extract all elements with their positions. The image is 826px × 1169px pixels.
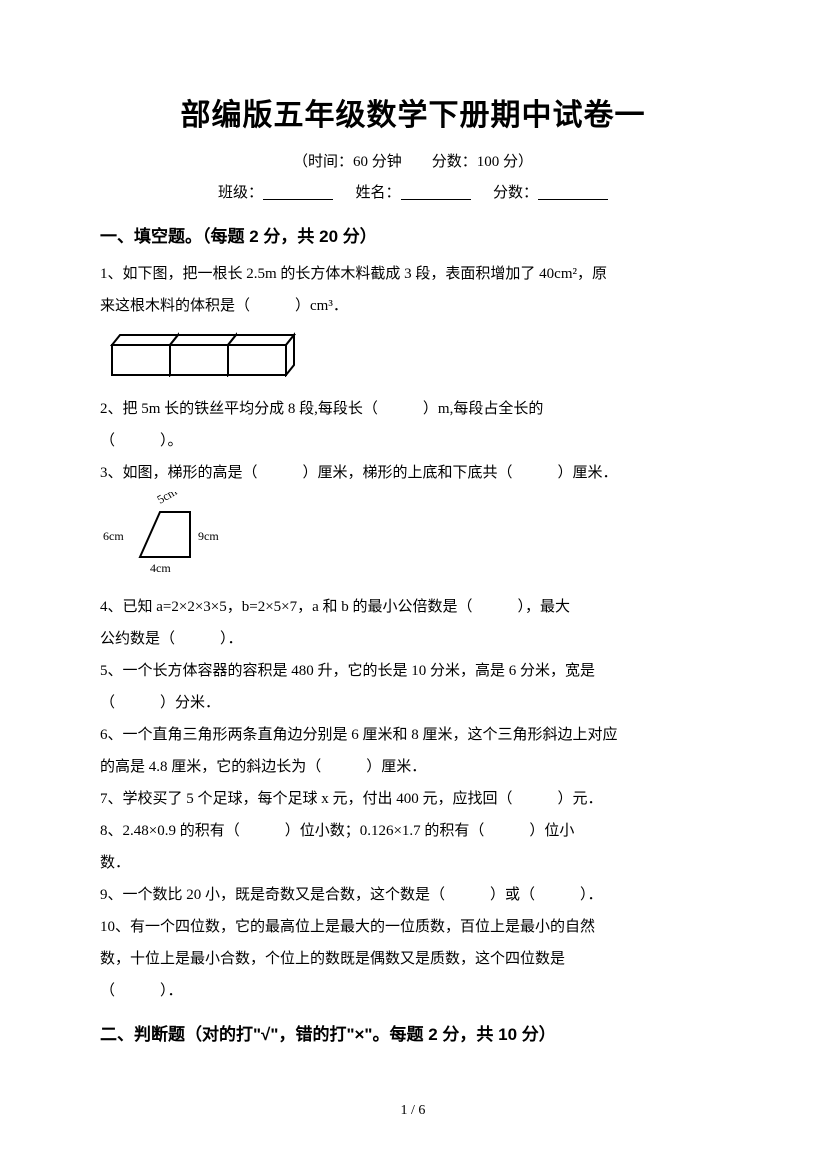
figure-trapezoid: 5cm 6cm 9cm 4cm xyxy=(100,492,726,582)
section2-head: 二、判断题（对的打"√"，错的打"×"。每题 2 分，共 10 分） xyxy=(100,1020,726,1045)
q9-line1: 9、一个数比 20 小，既是奇数又是合数，这个数是（ ）或（ ）． xyxy=(100,880,726,910)
class-blank xyxy=(263,199,333,200)
figure-cuboid-row xyxy=(100,327,726,382)
name-label: 姓名： xyxy=(355,185,400,201)
label-5cm: 5cm xyxy=(155,492,180,507)
q8-line2: 数． xyxy=(100,848,726,878)
name-blank xyxy=(401,199,471,200)
page-title: 部编版五年级数学下册期中试卷一 xyxy=(100,90,726,134)
exam-meta: （时间：60 分钟 分数：100 分） xyxy=(100,150,726,171)
score-blank xyxy=(538,199,608,200)
q1-line2: 来这根木料的体积是（ ）cm³． xyxy=(100,291,726,321)
label-6cm: 6cm xyxy=(103,529,124,543)
q7-line1: 7、学校买了 5 个足球，每个足球 x 元，付出 400 元，应找回（ ）元． xyxy=(100,784,726,814)
q10-line3: （ ）． xyxy=(100,976,726,1006)
label-4cm: 4cm xyxy=(150,561,171,575)
q1-line1: 1、如下图，把一根长 2.5m 的长方体木料截成 3 段，表面积增加了 40cm… xyxy=(100,259,726,289)
q5-line2: （ ）分米． xyxy=(100,688,726,718)
score-label: 分数： xyxy=(493,185,538,201)
q4-line1: 4、已知 a=2×2×3×5，b=2×5×7，a 和 b 的最小公倍数是（ ），… xyxy=(100,592,726,622)
q10-line2: 数，十位上是最小合数，个位上的数既是偶数又是质数，这个四位数是 xyxy=(100,944,726,974)
q2-line1: 2、把 5m 长的铁丝平均分成 8 段,每段长（ ）m,每段占全长的 xyxy=(100,394,726,424)
q4-line2: 公约数是（ ）． xyxy=(100,624,726,654)
label-9cm: 9cm xyxy=(198,529,219,543)
q3-line1: 3、如图，梯形的高是（ ）厘米，梯形的上底和下底共（ ）厘米． xyxy=(100,458,726,488)
q8-line1: 8、2.48×0.9 的积有（ ）位小数；0.126×1.7 的积有（ ）位小 xyxy=(100,816,726,846)
q5-line1: 5、一个长方体容器的容积是 480 升，它的长是 10 分米，高是 6 分米，宽… xyxy=(100,656,726,686)
info-line: 班级： 姓名： 分数： xyxy=(100,181,726,202)
q6-line2: 的高是 4.8 厘米，它的斜边长为（ ）厘米． xyxy=(100,752,726,782)
q6-line1: 6、一个直角三角形两条直角边分别是 6 厘米和 8 厘米，这个三角形斜边上对应 xyxy=(100,720,726,750)
q10-line1: 10、有一个四位数，它的最高位上是最大的一位质数，百位上是最小的自然 xyxy=(100,912,726,942)
section1-head: 一、填空题。（每题 2 分，共 20 分） xyxy=(100,222,726,247)
q2-line2: （ ）。 xyxy=(100,426,726,456)
class-label: 班级： xyxy=(218,185,263,201)
page-footer: 1 / 6 xyxy=(0,1103,826,1119)
